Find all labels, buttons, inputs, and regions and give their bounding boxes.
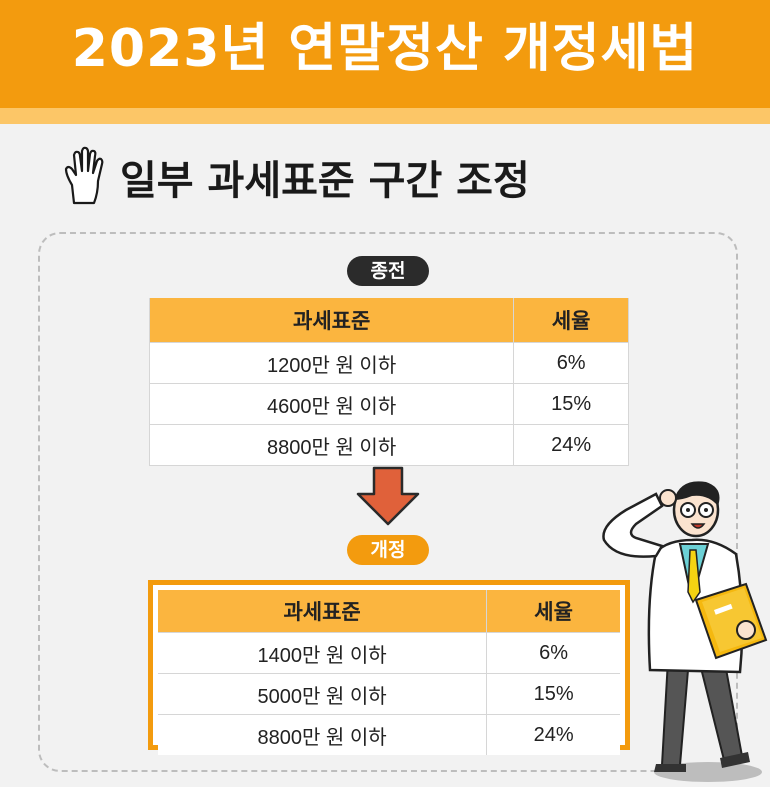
- page-title: 2023년 연말정산 개정세법: [71, 19, 699, 79]
- after-label: 개정: [347, 535, 429, 565]
- table-cell: 1400만 원 이하: [158, 632, 488, 674]
- table-row: 1400만 원 이하 6%: [158, 632, 620, 674]
- section-title: 일부 과세표준 구간 조정: [120, 158, 530, 204]
- table-row: 8800만 원 이하 24%: [148, 424, 629, 466]
- table-row: 4600만 원 이하 15%: [148, 383, 629, 425]
- table-cell: 1200만 원 이하: [148, 342, 515, 384]
- after-table: 과세표준 세율 1400만 원 이하 6% 5000만 원 이하 15% 880…: [158, 590, 620, 755]
- before-table: 과세표준 세율 1200만 원 이하 6% 4600만 원 이하 15% 880…: [148, 298, 629, 466]
- arrow-down-icon: [356, 466, 420, 526]
- column-header: 과세표준: [148, 298, 515, 343]
- table-row: 5000만 원 이하 15%: [158, 673, 620, 715]
- table-cell: 8800만 원 이하: [158, 714, 488, 755]
- section-heading: 일부 과세표준 구간 조정: [62, 145, 530, 209]
- table-cell: 8800만 원 이하: [148, 424, 515, 466]
- header-banner: [0, 0, 770, 108]
- hand-icon: [64, 146, 104, 205]
- table-cell: 6%: [513, 342, 629, 384]
- character-illustration: [602, 481, 768, 782]
- header-stripe: [0, 108, 770, 124]
- table-cell: 24%: [513, 424, 629, 466]
- table-cell: 24%: [486, 714, 620, 755]
- table-row: 1200만 원 이하 6%: [148, 342, 629, 384]
- table-cell: 15%: [513, 383, 629, 425]
- content-frame: [38, 232, 738, 772]
- table-cell: 5000만 원 이하: [158, 673, 488, 715]
- before-label: 종전: [347, 256, 429, 286]
- column-header: 세율: [486, 590, 620, 633]
- table-row: 8800만 원 이하 24%: [158, 714, 620, 755]
- table-cell: 4600만 원 이하: [148, 383, 515, 425]
- table-cell: 15%: [486, 673, 620, 715]
- column-header: 과세표준: [158, 590, 488, 633]
- column-header: 세율: [513, 298, 629, 343]
- after-table-frame: 과세표준 세율 1400만 원 이하 6% 5000만 원 이하 15% 880…: [148, 580, 630, 755]
- table-cell: 6%: [486, 632, 620, 674]
